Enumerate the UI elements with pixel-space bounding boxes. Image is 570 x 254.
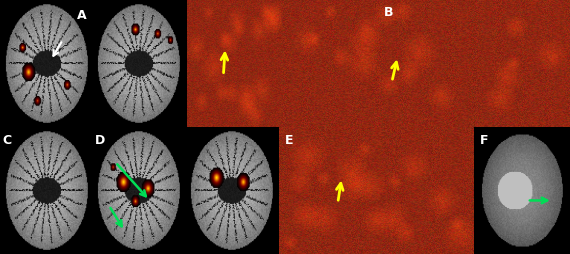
Text: A: A <box>76 9 86 22</box>
Text: D: D <box>95 133 105 146</box>
Text: B: B <box>384 6 394 19</box>
Text: E: E <box>285 133 294 146</box>
Text: C: C <box>3 133 12 146</box>
Text: F: F <box>479 133 488 146</box>
